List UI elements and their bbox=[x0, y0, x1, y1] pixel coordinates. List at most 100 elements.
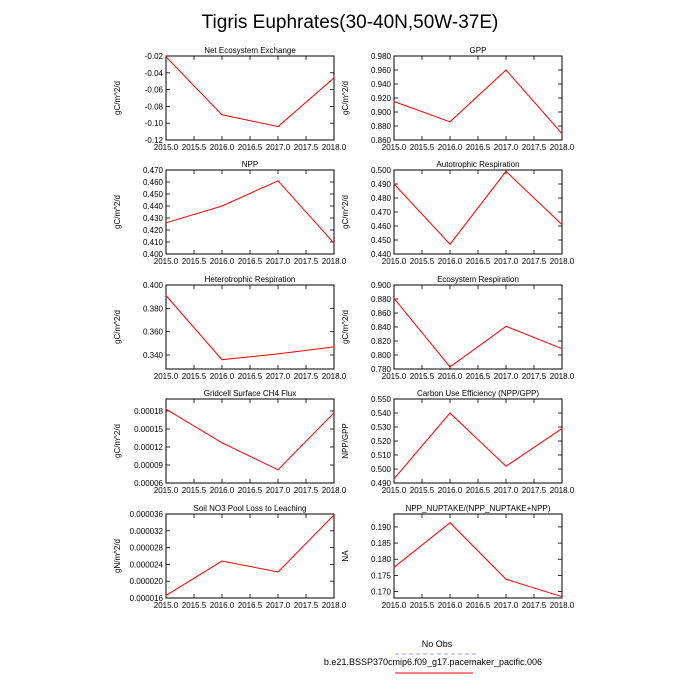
y-tick-label: 0.360 bbox=[143, 328, 164, 337]
x-tick-label: 2017.0 bbox=[266, 257, 291, 266]
data-point bbox=[393, 100, 395, 103]
y-tick-label: 0.460 bbox=[143, 178, 164, 187]
y-tick-label: 0.520 bbox=[371, 437, 392, 446]
y-tick-label: 0.450 bbox=[371, 236, 392, 245]
legend-label-no-obs: No Obs bbox=[422, 639, 453, 649]
x-tick-label: 2015.5 bbox=[182, 372, 207, 381]
x-tick-label: 2016.0 bbox=[438, 372, 463, 381]
data-point bbox=[277, 469, 279, 471]
x-tick-label: 2015.0 bbox=[382, 601, 407, 610]
x-tick-label: 2017.0 bbox=[494, 486, 519, 495]
data-point bbox=[277, 571, 279, 573]
x-tick-label: 2018.0 bbox=[322, 143, 347, 152]
y-tick-label: 0.470 bbox=[371, 208, 392, 217]
x-tick-label: 2017.0 bbox=[494, 257, 519, 266]
data-point bbox=[165, 56, 167, 58]
y-tick-label: 0.380 bbox=[143, 304, 164, 313]
data-point bbox=[561, 596, 563, 598]
data-point bbox=[165, 594, 167, 597]
y-tick-label: 0.410 bbox=[143, 238, 164, 247]
x-tick-label: 2016.5 bbox=[466, 143, 491, 152]
data-point bbox=[505, 465, 507, 467]
data-point bbox=[561, 224, 563, 226]
panel-title: Net Ecosystem Exchange bbox=[204, 46, 296, 55]
chart-panel-0: Net Ecosystem Exchange 2015.0 2015.5 2016.0… bbox=[113, 46, 347, 152]
y-tick-label: 0.550 bbox=[371, 395, 392, 404]
y-tick-label: 0.000020 bbox=[130, 577, 164, 586]
data-point bbox=[505, 170, 507, 172]
y-tick-label: -0.06 bbox=[145, 86, 164, 95]
data-point bbox=[393, 183, 395, 185]
x-tick-label: 2015.5 bbox=[410, 257, 435, 266]
y-tick-label: 0.000024 bbox=[130, 560, 164, 569]
plot-frame bbox=[393, 284, 563, 370]
x-tick-label: 2016.5 bbox=[238, 257, 263, 266]
x-tick-label: 2015.5 bbox=[182, 486, 207, 495]
panel-title: Ecosystem Respiration bbox=[437, 275, 519, 284]
series-line bbox=[165, 56, 335, 128]
data-point bbox=[393, 297, 395, 299]
x-tick-label: 2018.0 bbox=[322, 601, 347, 610]
data-point bbox=[333, 77, 335, 79]
y-tick-label: 0.185 bbox=[371, 539, 392, 548]
data-point bbox=[277, 353, 279, 355]
x-tick-label: 2018.0 bbox=[550, 372, 575, 381]
y-tick-label: 0.860 bbox=[371, 136, 392, 145]
y-tick-label: 0.400 bbox=[143, 250, 164, 259]
x-tick-label: 2016.5 bbox=[238, 601, 263, 610]
y-tick-label: 0.860 bbox=[371, 309, 392, 318]
y-tick-label: 0.900 bbox=[371, 108, 392, 117]
data-point bbox=[449, 366, 451, 368]
x-tick-label: 2015.0 bbox=[382, 143, 407, 152]
data-point bbox=[449, 412, 451, 414]
x-tick-label: 2018.0 bbox=[550, 143, 575, 152]
y-tick-label: 0.470 bbox=[143, 166, 164, 175]
data-point bbox=[221, 560, 223, 562]
y-tick-label: 0.00018 bbox=[134, 407, 163, 416]
plot-frame bbox=[393, 169, 563, 255]
y-tick-label: 0.00006 bbox=[134, 479, 163, 488]
x-tick-label: 2016.0 bbox=[210, 372, 235, 381]
plot-frame bbox=[165, 169, 335, 255]
data-point bbox=[333, 412, 335, 414]
x-tick-label: 2017.5 bbox=[522, 372, 547, 381]
chart-panel-8: Soil NO3 Pool Loss to Leaching 2015.0 2015… bbox=[113, 504, 347, 610]
y-tick-label: 0.900 bbox=[371, 281, 392, 290]
panel-title: Carbon Use Efficiency (NPP/GPP) bbox=[417, 389, 539, 398]
y-tick-label: 0.490 bbox=[371, 479, 392, 488]
y-tick-label: 0.175 bbox=[371, 571, 392, 580]
data-point bbox=[393, 478, 395, 480]
x-tick-label: 2015.5 bbox=[410, 486, 435, 495]
data-point bbox=[561, 348, 563, 350]
y-tick-label: 0.940 bbox=[371, 80, 392, 89]
data-point bbox=[393, 566, 395, 568]
plot-frame bbox=[393, 55, 563, 141]
data-point bbox=[449, 522, 451, 524]
x-tick-label: 2017.0 bbox=[266, 143, 291, 152]
x-tick-label: 2016.0 bbox=[210, 143, 235, 152]
x-tick-label: 2017.0 bbox=[266, 486, 291, 495]
x-tick-label: 2017.5 bbox=[294, 143, 319, 152]
x-tick-label: 2016.5 bbox=[466, 257, 491, 266]
y-tick-label: -0.10 bbox=[145, 119, 164, 128]
data-point bbox=[221, 205, 223, 207]
data-point bbox=[165, 408, 167, 410]
y-tick-label: 0.420 bbox=[143, 226, 164, 235]
x-tick-label: 2017.5 bbox=[294, 372, 319, 381]
y-tick-label: 0.480 bbox=[371, 194, 392, 203]
legend-label-model-run: b.e21.BSSP370cmip6.f09_g17.pacemaker_pac… bbox=[324, 657, 542, 667]
y-axis-label: gC/m^2/d bbox=[113, 195, 122, 229]
panel-title: Soil NO3 Pool Loss to Leaching bbox=[194, 504, 307, 513]
data-point bbox=[505, 325, 507, 327]
plot-frame bbox=[393, 513, 563, 599]
data-point bbox=[561, 133, 563, 135]
x-tick-label: 2016.5 bbox=[238, 486, 263, 495]
data-point bbox=[449, 121, 451, 123]
y-tick-label: 0.00009 bbox=[134, 461, 163, 470]
x-tick-label: 2017.5 bbox=[522, 143, 547, 152]
y-tick-label: 0.000036 bbox=[130, 510, 164, 519]
plot-frame bbox=[165, 513, 335, 599]
x-tick-label: 2018.0 bbox=[550, 486, 575, 495]
